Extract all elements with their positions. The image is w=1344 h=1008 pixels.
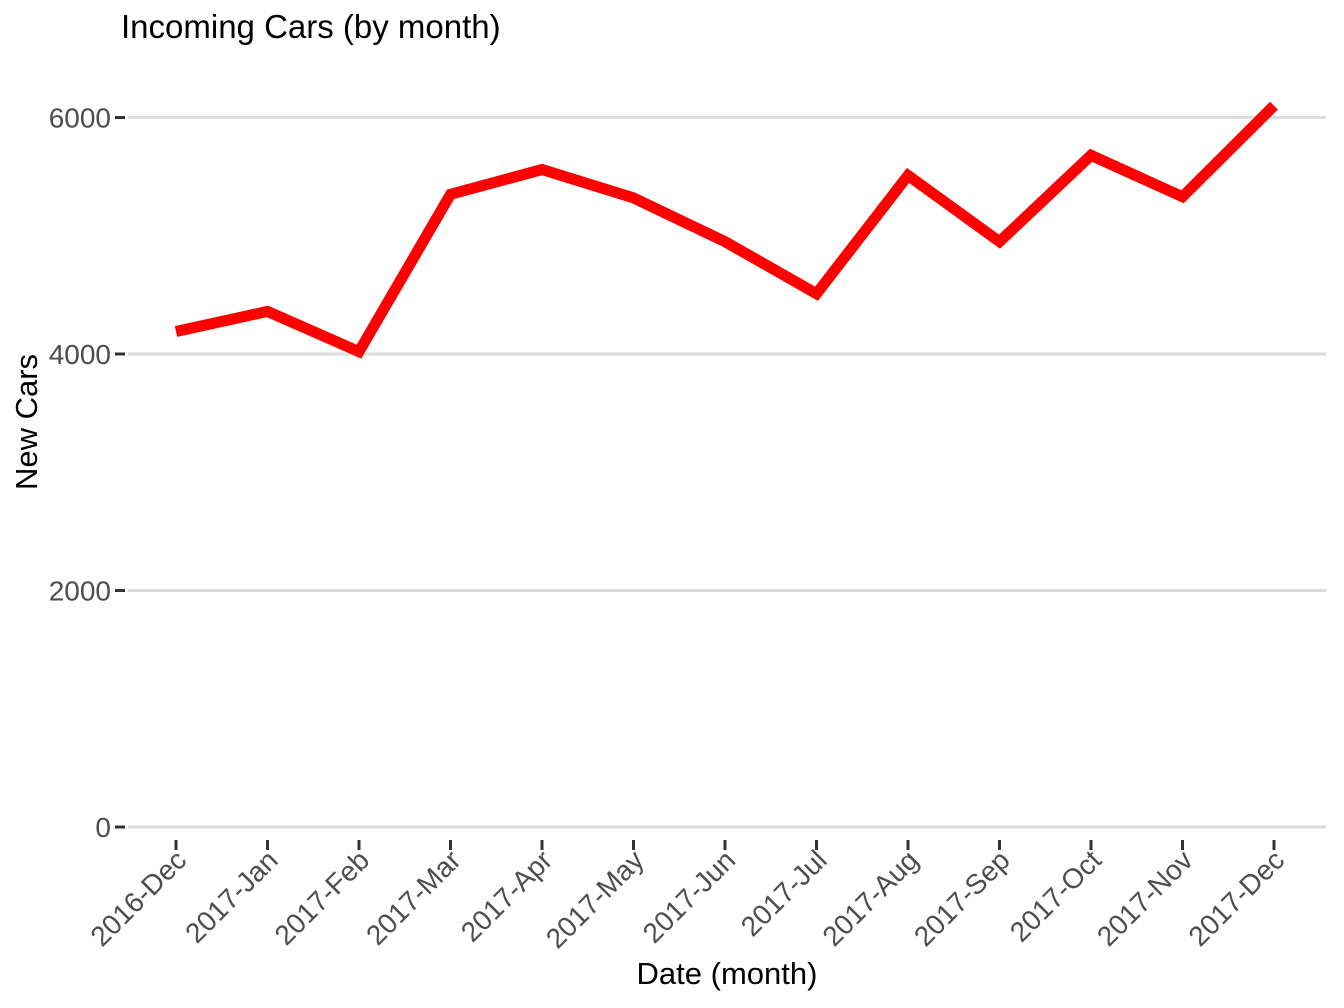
chart-title: Incoming Cars (by month): [121, 8, 501, 45]
x-tick-label: 2017-May: [540, 844, 650, 954]
x-axis-title: Date (month): [636, 956, 818, 991]
x-tick-label: 2016-Dec: [84, 844, 192, 952]
x-tick-label: 2017-Feb: [269, 844, 376, 951]
data-line-series: [174, 101, 1278, 359]
x-tick-label: 2017-Mar: [360, 844, 467, 951]
x-tick-label: 2017-Dec: [1182, 844, 1290, 952]
x-tick-label: 2017-Aug: [816, 844, 924, 952]
x-tick-label: 2017-Jun: [637, 844, 741, 948]
y-tick-label: 6000: [49, 102, 111, 133]
y-tick-label: 0: [95, 812, 111, 843]
y-tick-label: 2000: [49, 575, 111, 606]
x-tick-label: 2017-Nov: [1091, 844, 1199, 952]
x-tick-label: 2017-Sep: [908, 844, 1016, 952]
y-tick-label: 4000: [49, 339, 111, 370]
x-tick-label: 2017-Jan: [179, 844, 283, 948]
